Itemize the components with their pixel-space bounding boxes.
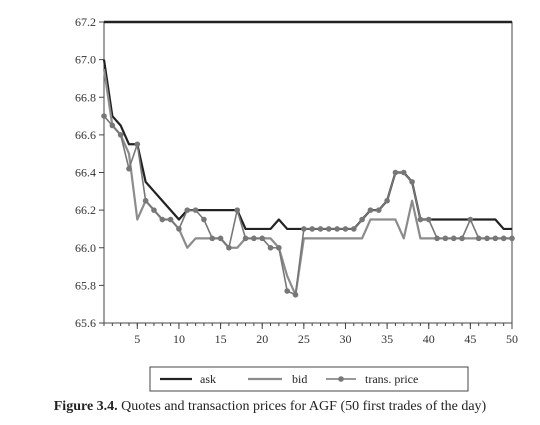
data-point-trans-price (334, 226, 340, 232)
legend-label-trans-price: trans. price (365, 372, 418, 386)
y-tick-label: 66.4 (75, 166, 96, 180)
x-tick-label: 35 (381, 332, 393, 346)
plot-frame (103, 21, 513, 324)
data-point-trans-price (151, 207, 157, 213)
data-point-trans-price (342, 226, 349, 232)
data-point-trans-price (276, 244, 282, 251)
x-tick-label: 40 (423, 332, 435, 346)
x-tick-label: 25 (298, 332, 310, 346)
data-point-trans-price (400, 169, 407, 176)
y-tick-label: 66.2 (75, 203, 96, 217)
data-point-trans-price (500, 235, 507, 242)
x-tick-label: 45 (464, 332, 476, 346)
series-line-ask (102, 59, 512, 231)
legend-box (149, 366, 469, 392)
data-point-trans-price (117, 132, 124, 138)
x-axis: 5 10 15 20 25 30 35 40 45 50 (103, 323, 518, 346)
data-point-trans-price (509, 235, 515, 242)
x-tick-label: 10 (173, 332, 185, 346)
legend-marker-trans-price (338, 376, 344, 382)
data-point-trans-price (259, 235, 266, 242)
series-layer (101, 59, 515, 298)
data-point-trans-price (392, 169, 399, 176)
data-point-trans-price (159, 216, 166, 223)
data-point-trans-price (459, 235, 465, 242)
y-tick-label: 65.8 (75, 278, 96, 292)
legend: ask bid trans. price (149, 366, 469, 392)
data-point-trans-price (142, 197, 149, 204)
x-tick-label: 5 (134, 332, 140, 346)
data-point-trans-price (201, 216, 207, 223)
x-tick-label: 50 (506, 332, 518, 346)
data-point-trans-price (484, 235, 490, 242)
data-point-trans-price (317, 226, 324, 232)
data-point-trans-price (292, 291, 299, 298)
data-point-trans-price (134, 141, 141, 148)
y-tick-label: 66.8 (75, 90, 96, 104)
data-point-trans-price (301, 226, 307, 232)
data-point-trans-price (226, 244, 232, 251)
data-point-trans-price (417, 216, 424, 223)
y-tick-label: 66.0 (75, 241, 96, 255)
legend-label-ask: ask (200, 372, 216, 386)
data-point-trans-price (176, 226, 182, 232)
data-point-trans-price (425, 216, 432, 223)
x-tick-label: 15 (215, 332, 227, 346)
data-point-trans-price (242, 235, 249, 242)
data-point-trans-price (384, 197, 390, 204)
data-point-trans-price (184, 207, 191, 213)
data-point-trans-price (475, 235, 482, 242)
data-point-trans-price (109, 122, 116, 129)
data-point-trans-price (326, 226, 332, 232)
data-point-trans-price (350, 226, 357, 232)
y-axis: 65.6 65.8 66.0 66.2 66.4 66.6 66.8 67.0 67.2 (75, 15, 104, 330)
figure-number: Figure 3.4. (53, 399, 118, 414)
y-tick-label: 66.6 (75, 128, 96, 142)
data-point-trans-price (367, 207, 374, 213)
data-point-trans-price (434, 235, 440, 242)
data-point-trans-price (167, 216, 174, 223)
data-point-trans-price (251, 235, 257, 242)
data-point-trans-price (359, 216, 365, 223)
x-tick-label: 30 (339, 332, 351, 346)
data-point-trans-price (209, 235, 216, 242)
y-tick-label: 65.6 (75, 316, 96, 330)
data-point-trans-price (284, 288, 290, 294)
data-point-trans-price (101, 113, 107, 119)
figure-caption: Figure 3.4. Quotes and transaction price… (0, 399, 540, 415)
x-tick-label: 20 (256, 332, 268, 346)
data-point-trans-price (409, 179, 415, 185)
data-point-trans-price (492, 235, 499, 242)
data-point-trans-price (442, 235, 449, 242)
y-tick-label: 67.2 (75, 15, 96, 29)
y-tick-label: 67.0 (75, 53, 96, 67)
data-point-trans-price (309, 226, 315, 232)
series-line-bid (102, 68, 512, 296)
data-point-trans-price (234, 207, 241, 213)
line-chart: 65.6 65.8 66.0 66.2 66.4 66.6 66.8 67.0 67.2 5 10… (75, 15, 518, 392)
data-point-trans-price (375, 207, 382, 213)
legend-label-bid: bid (292, 372, 307, 386)
data-point-trans-price (467, 216, 474, 223)
data-point-trans-price (450, 235, 457, 242)
caption-text: Quotes and transaction prices for AGF (5… (121, 399, 487, 414)
data-point-trans-price (217, 235, 224, 242)
data-point-trans-price (267, 244, 274, 251)
data-point-trans-price (192, 207, 199, 213)
data-point-trans-price (126, 165, 132, 172)
